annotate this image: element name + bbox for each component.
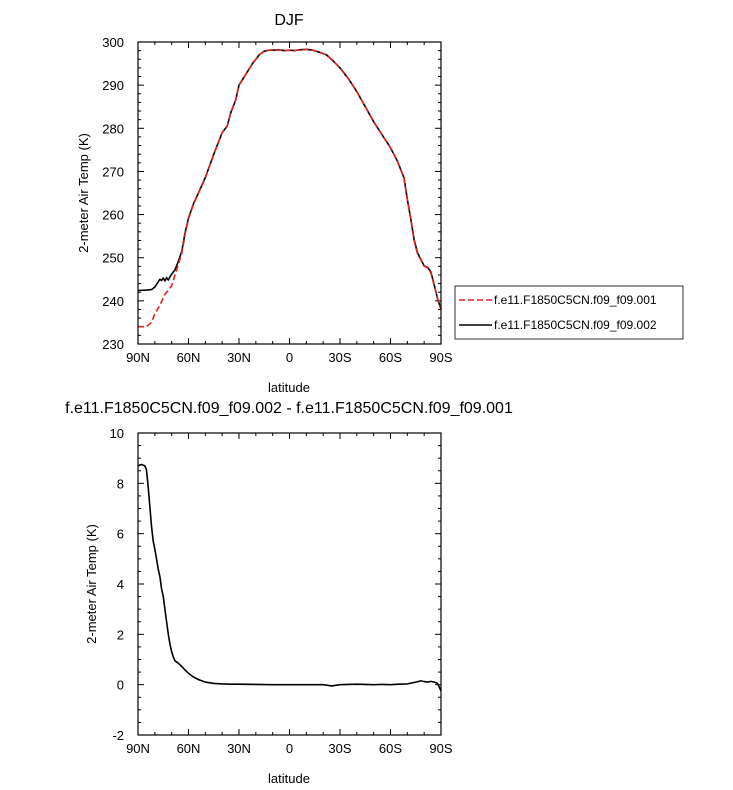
y-tick-label: 4 (117, 577, 124, 592)
difference-panel: f.e11.F1850C5CN.f09_f09.002 - f.e11.F185… (65, 400, 513, 786)
x-tick-label: 90S (429, 350, 452, 365)
y-tick-label: 6 (117, 527, 124, 542)
y-tick-label: 290 (102, 78, 124, 93)
y-tick-label: 300 (102, 35, 124, 50)
legend-label-2: f.e11.F1850C5CN.f09_f09.002 (494, 318, 657, 332)
y-tick-label: 280 (102, 121, 124, 136)
legend: f.e11.F1850C5CN.f09_f09.001 f.e11.F1850C… (454, 285, 684, 340)
chart-title: f.e11.F1850C5CN.f09_f09.002 - f.e11.F185… (65, 400, 513, 417)
series-line-1 (137, 463, 442, 692)
series-lines (137, 48, 442, 328)
x-tick-label: 60N (177, 741, 201, 756)
series-line-1 (138, 48, 442, 328)
x-tick-label: 60S (379, 741, 402, 756)
x-axis-label: latitude (268, 380, 310, 395)
chart-title: DJF (274, 12, 304, 29)
x-tick-label: 0 (286, 350, 293, 365)
axis-ticks (137, 41, 442, 345)
series-lines (137, 463, 442, 692)
plot-frame (137, 41, 442, 345)
plot-frame (137, 432, 442, 736)
x-tick-label: 0 (286, 741, 293, 756)
y-tick-label: 270 (102, 164, 124, 179)
x-tick-label: 90S (429, 741, 452, 756)
series-line-2 (137, 48, 442, 310)
x-tick-label: 60S (379, 350, 402, 365)
y-tick-label: 10 (110, 426, 124, 441)
temperature-panel: DJF 90N 60N 30N 0 30S 60S 90S 230 240 250 260 270 28… (76, 12, 453, 395)
x-tick-label: 30N (227, 350, 251, 365)
y-axis-label: 2-meter Air Temp (K) (76, 133, 91, 253)
x-tick-label: 30S (328, 741, 351, 756)
y-tick-label: 0 (117, 678, 124, 693)
x-axis-label: latitude (268, 771, 310, 786)
x-tick-label: 60N (177, 350, 201, 365)
legend-box (454, 285, 684, 340)
axis-ticks (137, 432, 442, 736)
x-tick-label: 30S (328, 350, 351, 365)
y-tick-label: 260 (102, 208, 124, 223)
tick-labels: 90N 60N 30N 0 30S 60S 90S 230 240 250 260 270 280 290… (102, 35, 453, 365)
y-tick-label: 8 (117, 476, 124, 491)
y-tick-label: 250 (102, 251, 124, 266)
x-tick-label: 90N (126, 741, 150, 756)
x-tick-label: 90N (126, 350, 150, 365)
y-tick-label: -2 (112, 728, 124, 743)
y-axis-label: 2-meter Air Temp (K) (84, 524, 99, 644)
legend-label-1: f.e11.F1850C5CN.f09_f09.001 (494, 293, 657, 307)
x-tick-label: 30N (227, 741, 251, 756)
y-tick-label: 230 (102, 337, 124, 352)
y-tick-label: 240 (102, 294, 124, 309)
tick-labels: 90N 60N 30N 0 30S 60S 90S -2 0 2 4 6 8 10 (110, 426, 453, 756)
y-tick-label: 2 (117, 627, 124, 642)
